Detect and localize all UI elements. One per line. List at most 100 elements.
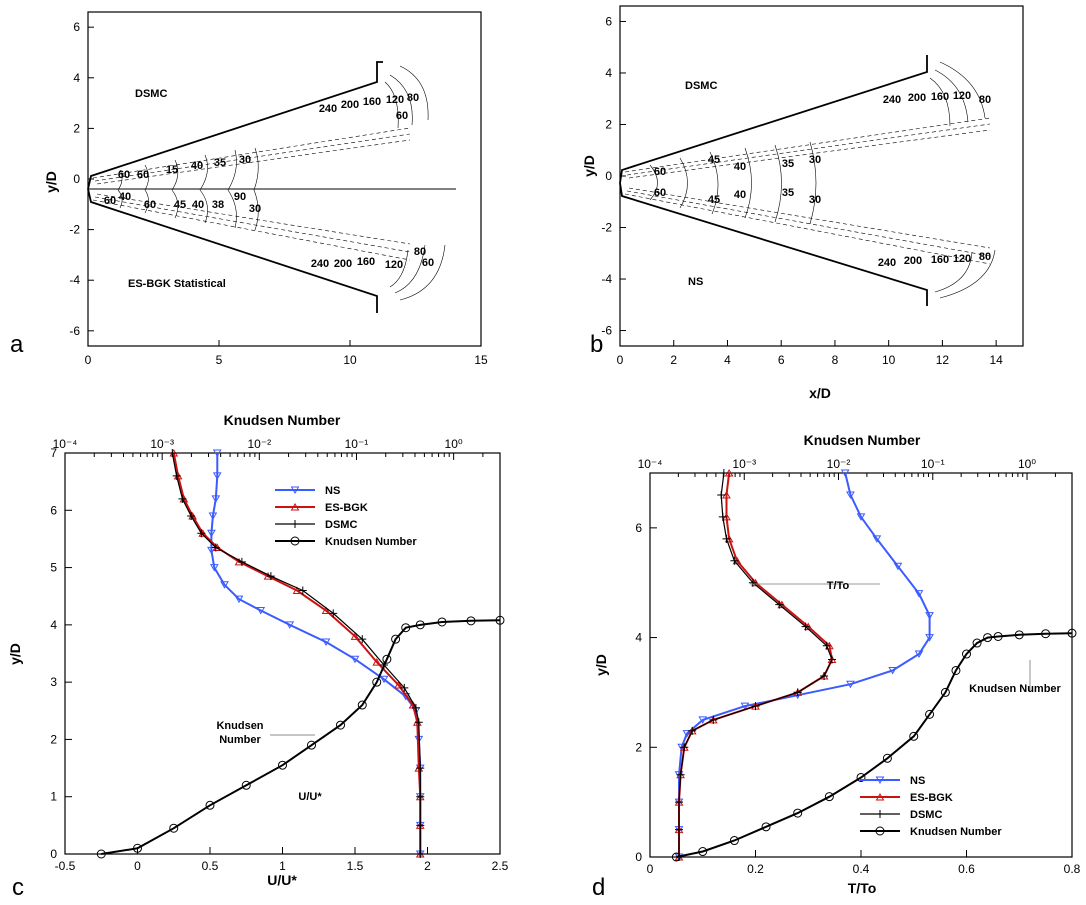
- data-point: [400, 683, 409, 692]
- x-tick-label: 0.4: [853, 862, 870, 876]
- top-tick-label: 10⁻²: [827, 457, 851, 471]
- top-tick-label: 10⁻¹: [345, 437, 369, 451]
- data-point: [379, 675, 389, 684]
- contour-label: 240: [883, 94, 901, 106]
- data-point: [925, 709, 935, 719]
- data-point: [909, 731, 919, 741]
- data-point: [914, 590, 924, 598]
- x-tick-label: 0.8: [1064, 862, 1081, 876]
- legend-entry: Knudsen Number: [325, 536, 417, 548]
- legend-entry: Knudsen Number: [910, 826, 1002, 838]
- contour-label: 30: [249, 203, 261, 215]
- data-point: [680, 743, 689, 752]
- contour-label: 160: [931, 91, 949, 103]
- contour-label: 90: [234, 191, 246, 203]
- contour-label: 80: [979, 94, 991, 106]
- x-tick-label: 0.6: [958, 862, 975, 876]
- x-tick-label: 0.5: [202, 859, 219, 873]
- panel-d-anno-tto: T/To: [827, 580, 850, 592]
- data-point: [321, 638, 331, 647]
- data-point: [437, 617, 447, 627]
- data-point: [775, 600, 784, 609]
- data-point: [278, 760, 287, 770]
- data-point: [416, 821, 425, 830]
- data-point: [211, 543, 220, 552]
- data-point: [793, 808, 803, 818]
- x-tick-label: 0: [134, 859, 141, 873]
- data-point: [372, 658, 382, 666]
- data-point: [856, 772, 866, 782]
- contour-label: 160: [931, 254, 949, 266]
- legend-marker: [291, 520, 299, 528]
- contour-label: 38: [212, 199, 224, 211]
- data-point: [416, 764, 425, 773]
- panel-a-label-dsmc: DSMC: [135, 88, 167, 100]
- panel-c-anno-uu: U/U*: [298, 791, 322, 803]
- y-tick-label: 6: [73, 20, 80, 34]
- contour-label: 200: [334, 258, 352, 270]
- y-tick-label: 2: [605, 117, 612, 131]
- series-line-knudsen-number: [676, 632, 1073, 858]
- x-tick-label: 0: [617, 353, 624, 367]
- contour-label: 240: [319, 103, 337, 115]
- contour-label: 30: [239, 154, 251, 166]
- panel-a-nozzle-wedge: [87, 61, 456, 313]
- panel-d-ylabel: y/D: [593, 654, 609, 676]
- x-tick-label: 1.5: [347, 859, 364, 873]
- contour-label: 200: [341, 99, 359, 111]
- data-point: [675, 798, 684, 807]
- data-point: [730, 556, 739, 565]
- contour-label: 60: [422, 257, 434, 269]
- data-point: [133, 843, 142, 853]
- y-tick-label: -4: [69, 273, 80, 287]
- data-point: [801, 622, 810, 631]
- legend-entry: ES-BGK: [325, 502, 368, 514]
- legend-entry: ES-BGK: [910, 792, 953, 804]
- contour-label: 45: [708, 154, 720, 166]
- y-tick-label: 0: [73, 172, 80, 186]
- data-point: [893, 562, 903, 571]
- contour-label: 120: [385, 259, 403, 271]
- y-tick-label: 0: [635, 850, 642, 864]
- panel-c-ylabel: y/D: [7, 643, 23, 665]
- data-point: [940, 687, 950, 697]
- data-point: [824, 792, 834, 802]
- x-tick-label: 14: [989, 353, 1003, 367]
- y-tick-label: 1: [50, 790, 57, 804]
- data-point: [856, 513, 866, 521]
- data-point: [241, 780, 251, 790]
- contour-label: 60: [396, 110, 408, 122]
- data-point: [962, 649, 971, 659]
- data-point: [827, 655, 836, 664]
- panel-b-label-dsmc: DSMC: [685, 80, 717, 92]
- contour-label: 200: [904, 255, 922, 267]
- contour-label: 60: [118, 169, 130, 181]
- data-point: [358, 635, 367, 644]
- contour-label: 200: [908, 92, 926, 104]
- panel-b-letter: b: [590, 331, 603, 358]
- y-tick-label: -6: [69, 324, 80, 338]
- contour-label: 45: [708, 194, 720, 206]
- x-tick-label: 15: [474, 353, 488, 367]
- data-point: [411, 703, 420, 712]
- data-point: [211, 495, 221, 503]
- data-point: [1041, 629, 1051, 639]
- data-point: [972, 638, 982, 648]
- y-tick-label: 0: [50, 847, 57, 861]
- y-tick-label: -2: [601, 221, 612, 235]
- panel-a-ylabel: y/D: [43, 171, 59, 193]
- data-point: [415, 620, 425, 630]
- data-point: [168, 449, 177, 457]
- y-tick-label: -4: [601, 272, 612, 286]
- top-tick-label: 10⁻³: [150, 437, 174, 451]
- data-point: [401, 623, 411, 633]
- panel-d-plot-frame: [649, 472, 1073, 858]
- data-point: [671, 852, 681, 862]
- data-point: [234, 595, 244, 604]
- series-line-ns: [678, 472, 931, 857]
- contour-label: 240: [311, 258, 329, 270]
- contour-label: 40: [734, 161, 746, 173]
- contour-label: 45: [174, 199, 186, 211]
